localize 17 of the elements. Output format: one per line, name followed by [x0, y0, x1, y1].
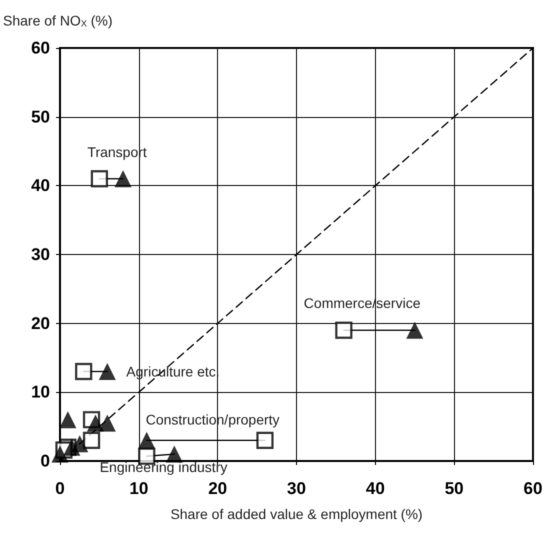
y-tick-label: 0 — [40, 452, 50, 470]
annotation: Engineering industry — [100, 459, 228, 476]
y-axis-title: Share of NOX (%) — [3, 12, 112, 28]
y-tick-label: 10 — [31, 382, 50, 402]
y-tick-label: 30 — [31, 245, 50, 264]
y-tick-label: 40 — [31, 176, 50, 196]
y-tick-label: 20 — [31, 314, 50, 333]
x-tick-label: 30 — [287, 479, 306, 498]
x-tick-label: 40 — [366, 479, 385, 498]
y-tick-label: 60 — [31, 38, 50, 58]
x-tick-label: 0 — [55, 479, 65, 498]
x-tick-label: 60 — [524, 479, 542, 498]
x-axis-title: Share of added value & employment (%) — [170, 506, 423, 522]
x-tick-label: 50 — [444, 479, 464, 498]
y-tick-label: 50 — [31, 107, 50, 126]
x-tick-label: 20 — [208, 479, 228, 498]
x-tick-label: 10 — [129, 479, 148, 498]
